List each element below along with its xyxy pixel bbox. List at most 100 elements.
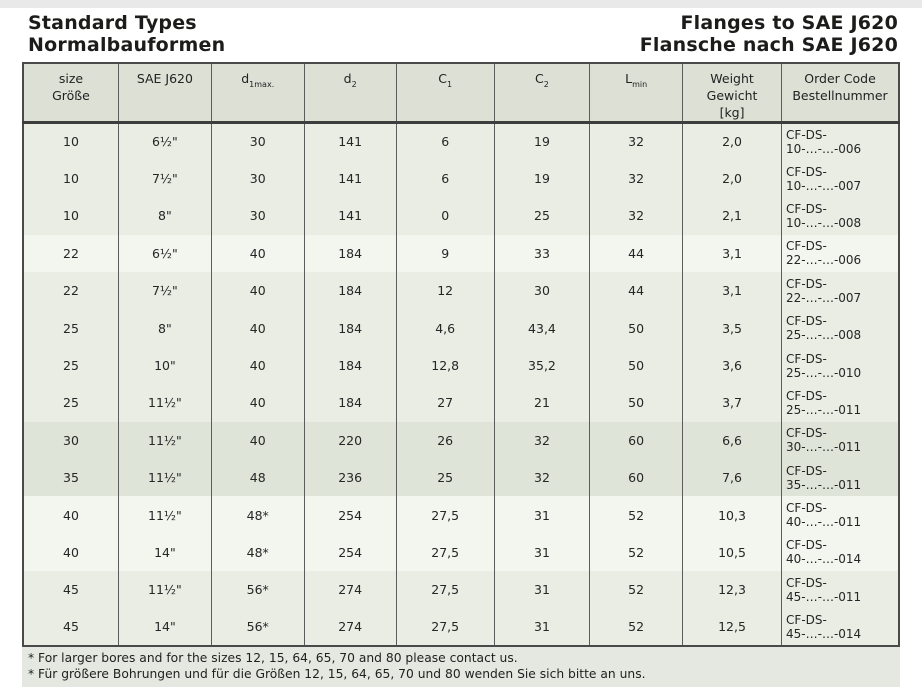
table-row: 45 14" 56* 274 27,5 31 52 12,5 CF-DS-45-…-…-014 — [22, 608, 900, 646]
table-cell-weight: 6,6 — [682, 421, 783, 460]
column-header-lmin: Lmin — [589, 63, 684, 124]
table-cell-d2: 141 — [303, 197, 397, 235]
table-cell-d2: 254 — [303, 496, 397, 534]
table-cell-sae: 11½" — [117, 571, 212, 609]
table-cell-order: CF-DS-25-…-…-011 — [781, 384, 900, 422]
table-row: 40 11½" 48* 254 27,5 31 52 10,3 CF-DS-40-…-…-011 — [22, 496, 900, 534]
table-cell-c2: 25 — [493, 197, 591, 235]
table-cell-lmin: 52 — [589, 496, 684, 534]
table-cell-weight: 2,0 — [682, 159, 783, 198]
table-cell-size: 45 — [22, 608, 119, 646]
page-title-left: Standard Types Normalbauformen — [28, 12, 225, 56]
column-header-c1: C1 — [395, 63, 495, 124]
table-cell-c1: 4,6 — [395, 309, 495, 347]
table-cell-sae: 14" — [117, 608, 212, 646]
table-cell-d1max: 40 — [210, 346, 305, 385]
table-cell-d1max: 48* — [210, 496, 305, 534]
table-cell-d1max: 48* — [210, 533, 305, 572]
table-cell-c1: 26 — [395, 421, 495, 460]
table-cell-d1max: 40 — [210, 272, 305, 310]
table-cell-size: 45 — [22, 571, 119, 609]
table-cell-weight: 7,6 — [682, 459, 783, 497]
table-row: 35 11½" 48 236 25 32 60 7,6 CF-DS-35-…-…-011 — [22, 459, 900, 497]
column-header-order: Order Code Bestellnummer — [781, 63, 900, 124]
table-cell-c1: 25 — [395, 459, 495, 497]
table-row: 45 11½" 56* 274 27,5 31 52 12,3 CF-DS-45-…-…-011 — [22, 571, 900, 609]
table-row: 22 6½" 40 184 9 33 44 3,1 CF-DS-22-…-…-006 — [22, 234, 900, 273]
table-cell-weight: 3,5 — [682, 309, 783, 347]
table-cell-order: CF-DS-30-…-…-011 — [781, 421, 900, 460]
table-cell-sae: 6½" — [117, 234, 212, 273]
document-page: Standard Types Normalbauformen Flanges t… — [22, 8, 900, 687]
table-cell-weight: 10,5 — [682, 533, 783, 572]
table-cell-sae: 11½" — [117, 496, 212, 534]
table-cell-d1max: 40 — [210, 234, 305, 273]
table-cell-d2: 184 — [303, 272, 397, 310]
table-row: 30 11½" 40 220 26 32 60 6,6 CF-DS-30-…-…-011 — [22, 421, 900, 460]
table-cell-order: CF-DS-40-…-…-011 — [781, 496, 900, 534]
table-row: 25 8" 40 184 4,6 43,4 50 3,5 CF-DS-25-…-…-008 — [22, 309, 900, 347]
table-cell-c1: 0 — [395, 197, 495, 235]
table-cell-weight: 2,1 — [682, 197, 783, 235]
table-cell-lmin: 32 — [589, 197, 684, 235]
table-cell-lmin: 52 — [589, 608, 684, 646]
table-cell-size: 10 — [22, 159, 119, 198]
table-cell-weight: 3,6 — [682, 346, 783, 385]
table-body: 10 6½" 30 141 6 19 32 2,0 CF-DS-10-…-…-006 10 7½" 3… — [22, 122, 900, 646]
flange-spec-table: size Größe SAE J620 d1max. d2 C1 C2 Lmin Weight G… — [22, 62, 900, 647]
table-row: 40 14" 48* 254 27,5 31 52 10,5 CF-DS-40-…-…-014 — [22, 533, 900, 572]
table-cell-order: CF-DS-35-…-…-011 — [781, 459, 900, 497]
table-cell-sae: 10" — [117, 346, 212, 385]
column-header-d2: d2 — [303, 63, 397, 124]
table-cell-size: 30 — [22, 421, 119, 460]
footnotes: * For larger bores and for the sizes 12,… — [22, 646, 900, 687]
table-cell-d2: 254 — [303, 533, 397, 572]
table-cell-order: CF-DS-40-…-…-014 — [781, 533, 900, 572]
table-cell-c2: 32 — [493, 421, 591, 460]
table-cell-weight: 3,1 — [682, 234, 783, 273]
table-cell-lmin: 32 — [589, 159, 684, 198]
table-cell-weight: 12,3 — [682, 571, 783, 609]
table-cell-d2: 184 — [303, 384, 397, 422]
table-cell-c1: 6 — [395, 122, 495, 160]
table-cell-c2: 31 — [493, 608, 591, 646]
table-cell-c2: 21 — [493, 384, 591, 422]
table-header: size Größe SAE J620 d1max. d2 C1 C2 Lmin Weight G… — [22, 63, 900, 124]
table-cell-d2: 141 — [303, 159, 397, 198]
table-cell-lmin: 32 — [589, 122, 684, 160]
table-cell-d2: 236 — [303, 459, 397, 497]
table-cell-lmin: 60 — [589, 421, 684, 460]
table-cell-lmin: 52 — [589, 533, 684, 572]
title-flansche-sae: Flansche nach SAE J620 — [639, 34, 898, 56]
table-cell-c2: 31 — [493, 533, 591, 572]
table-cell-size: 40 — [22, 496, 119, 534]
table-cell-c1: 12,8 — [395, 346, 495, 385]
table-cell-c1: 9 — [395, 234, 495, 273]
table-cell-weight: 3,1 — [682, 272, 783, 310]
table-cell-lmin: 52 — [589, 571, 684, 609]
table-cell-weight: 12,5 — [682, 608, 783, 646]
table-cell-lmin: 50 — [589, 309, 684, 347]
table-cell-lmin: 50 — [589, 384, 684, 422]
title-standard-types: Standard Types — [28, 12, 197, 34]
table-cell-c1: 27,5 — [395, 608, 495, 646]
table-cell-c2: 35,2 — [493, 346, 591, 385]
table-cell-d2: 184 — [303, 234, 397, 273]
table-cell-c1: 27,5 — [395, 533, 495, 572]
table-cell-size: 25 — [22, 346, 119, 385]
table-cell-size: 35 — [22, 459, 119, 497]
table-row: 10 8" 30 141 0 25 32 2,1 CF-DS-10-…-…-008 — [22, 197, 900, 235]
table-cell-d1max: 30 — [210, 197, 305, 235]
table-cell-sae: 11½" — [117, 384, 212, 422]
table-row: 10 6½" 30 141 6 19 32 2,0 CF-DS-10-…-…-006 — [22, 122, 900, 160]
title-bar: Standard Types Normalbauformen Flanges t… — [22, 8, 900, 62]
table-cell-size: 25 — [22, 384, 119, 422]
table-cell-d1max: 30 — [210, 122, 305, 160]
table-cell-d2: 274 — [303, 608, 397, 646]
table-cell-sae: 7½" — [117, 159, 212, 198]
table-cell-order: CF-DS-45-…-…-011 — [781, 571, 900, 609]
header-row: size Größe SAE J620 d1max. d2 C1 C2 Lmin Weight G… — [22, 63, 900, 124]
table-cell-weight: 10,3 — [682, 496, 783, 534]
table-cell-d1max: 30 — [210, 159, 305, 198]
table-cell-size: 22 — [22, 272, 119, 310]
